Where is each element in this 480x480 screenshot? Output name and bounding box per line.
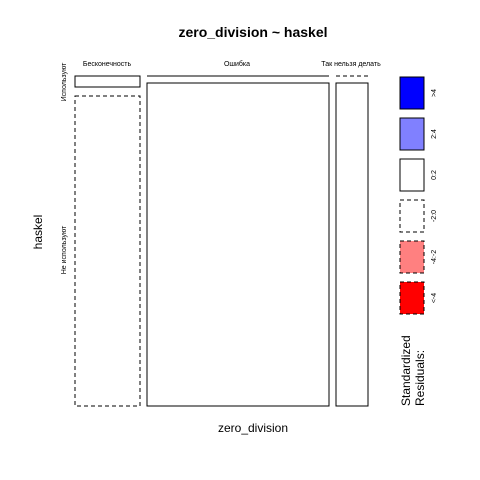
- legend-label-4: -4:-2: [431, 250, 438, 265]
- x-category-label-1: Ошибка: [224, 60, 250, 68]
- legend-label-5: <-4: [431, 293, 438, 303]
- cell-1-1: [146, 82, 330, 407]
- legend-title: Standardized Residuals:: [399, 332, 427, 406]
- legend-swatch-2: [399, 158, 425, 192]
- legend-swatch-5: [399, 281, 425, 315]
- legend-swatch-1: [399, 117, 425, 151]
- mosaic-cells: [74, 75, 369, 407]
- legend-swatch-4: [399, 240, 425, 274]
- legend-swatch-0: [399, 76, 425, 110]
- cell-2-1: [335, 82, 369, 407]
- y-category-label-1: Не используют: [61, 225, 68, 274]
- legend-label-2: 0:2: [431, 170, 438, 180]
- x-category-label-0: Бесконечность: [83, 61, 132, 68]
- legend-title-line2: Residuals:: [413, 350, 427, 406]
- residuals-legend: >4 2:4 0:2 -2:0 -4:-2 <-4: [399, 76, 438, 315]
- legend-title-line1: Standardized: [399, 335, 413, 406]
- chart-title: zero_division ~ haskel: [178, 24, 327, 40]
- legend-label-1: 2:4: [431, 129, 438, 139]
- cell-0-1: [74, 95, 141, 407]
- x-axis-label: zero_division: [218, 421, 288, 435]
- legend-label-0: >4: [431, 89, 438, 97]
- y-axis-label: haskel: [31, 215, 45, 250]
- cell-0-0: [74, 75, 141, 88]
- legend-label-3: -2:0: [431, 210, 438, 222]
- legend-swatch-3: [399, 199, 425, 233]
- y-category-label-0: Используют: [61, 62, 68, 102]
- x-category-label-2: Так нельзя делать: [321, 61, 381, 68]
